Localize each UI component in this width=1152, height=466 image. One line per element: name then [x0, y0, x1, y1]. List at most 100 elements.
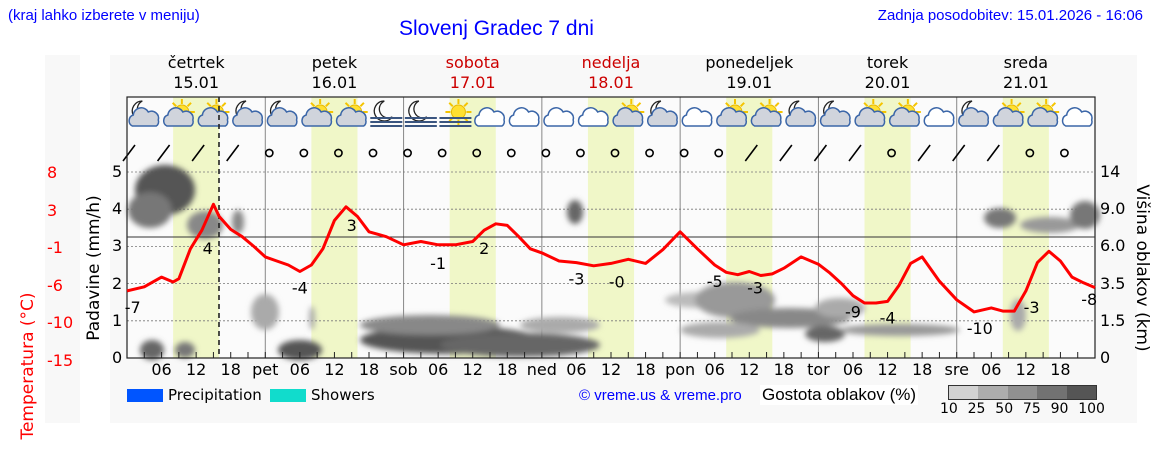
- temperature-label: -3: [747, 278, 763, 297]
- tick-label: 3: [47, 200, 58, 220]
- sun-cloud-icon: [1027, 99, 1060, 127]
- day-date: 18.01: [588, 73, 634, 92]
- x-tick-label: 18: [773, 360, 795, 379]
- day-date: 21.01: [1002, 73, 1049, 92]
- tick-label: -15: [47, 350, 74, 370]
- day-date: 19.01: [726, 73, 773, 92]
- day-date: 15.01: [173, 73, 220, 92]
- x-tick-label: 18: [497, 360, 518, 379]
- x-tick-label: 12: [1015, 360, 1037, 379]
- temperature-label: -4: [880, 308, 896, 327]
- moon-cloud-icon: [646, 100, 678, 127]
- cloud-icon: [508, 107, 540, 127]
- region-menu-hint[interactable]: (kraj lahko izberete v meniju): [8, 7, 200, 24]
- x-tick-label: 18: [220, 360, 241, 379]
- x-tick-label: 12: [877, 360, 898, 379]
- day-header: četrtek 15.01: [136, 53, 256, 93]
- x-tick-label: 12: [185, 360, 207, 379]
- sun-cloud-icon: [301, 99, 334, 127]
- sun-cloud-icon: [162, 99, 195, 127]
- x-tick-label: 18: [1050, 360, 1071, 379]
- cloud-icon: [923, 107, 955, 127]
- cloud-density-scale: [948, 385, 1097, 400]
- x-tick-label: 06: [289, 360, 311, 379]
- tick-label: 0: [112, 348, 123, 367]
- temperature-labels: -7 4 -4 3 -1 2 -3 -0 -5 -3 -9 -4 -10 -3 -8: [125, 216, 1097, 338]
- moon-cloud-icon: [958, 100, 990, 127]
- sun-cloud-icon: [992, 99, 1025, 127]
- temperature-label: -7: [125, 298, 141, 317]
- temperature-label: -5: [707, 272, 723, 291]
- fog-moon-icon: [370, 100, 403, 127]
- tick-label: 3.5: [1100, 273, 1126, 293]
- cloud-density-layer: [128, 165, 1100, 360]
- temperature-label: -3: [1024, 298, 1040, 317]
- x-tick-label: 18: [635, 360, 656, 379]
- density-tick: 90: [1050, 401, 1069, 417]
- day-header: petek 16.01: [274, 53, 394, 93]
- sun-cloud-icon: [854, 99, 887, 127]
- day-header: sreda 21.01: [966, 53, 1086, 93]
- tick-label: 1.5: [1100, 310, 1126, 330]
- moon-cloud-icon: [232, 100, 264, 127]
- density-tick: 50: [995, 401, 1014, 417]
- wind-barbs-row: [122, 144, 1069, 162]
- density-tick: 25: [967, 401, 986, 417]
- temperature-label: -9: [845, 303, 861, 322]
- x-tick-label: 12: [600, 360, 622, 379]
- day-header: ponedeljek 19.01: [689, 53, 809, 93]
- temperature-line: [126, 202, 1096, 314]
- tick-label: 3: [112, 236, 123, 256]
- moon-cloud-icon: [785, 100, 817, 127]
- tick-label: 5: [112, 162, 123, 181]
- cloud-density-ticks: 10 25 50 75 90 100: [940, 401, 1105, 417]
- tick-label: 6.0: [1100, 236, 1126, 256]
- tick-label: 2: [112, 273, 123, 293]
- moon-cloud-icon: [819, 100, 851, 127]
- temperature-label: -0: [609, 272, 625, 291]
- credit-link[interactable]: © vreme.us & vreme.pro: [579, 387, 742, 404]
- precipitation-legend-label: Precipitation: [168, 386, 262, 404]
- last-update: Zadnja posodobitev: 15.01.2026 - 16:06: [877, 7, 1143, 24]
- density-swatch: [978, 386, 1008, 399]
- fog-moon-icon: [404, 100, 437, 127]
- tick-label: 1: [112, 310, 123, 330]
- x-tick-label: 12: [462, 360, 483, 379]
- tick-label: -1: [47, 238, 63, 257]
- x-tick-label: 18: [358, 360, 380, 379]
- day-name: nedelja: [581, 53, 641, 72]
- x-tick-label: 06: [981, 360, 1002, 379]
- sun-cloud-icon: [888, 99, 921, 127]
- x-tick-label: ned: [526, 360, 557, 379]
- day-name: sobota: [445, 53, 500, 72]
- cloud-icon: [577, 107, 609, 127]
- cloud-icon: [543, 107, 575, 127]
- x-tick-label: 06: [427, 360, 449, 379]
- density-swatch: [1037, 386, 1067, 399]
- density-swatch: [1066, 386, 1097, 399]
- showers-swatch: [270, 389, 306, 402]
- x-tick-label: 06: [566, 360, 587, 379]
- x-tick-marks: [143, 352, 1079, 358]
- forecast-chart: -7 4 -4 3 -1 2 -3 -0 -5 -3 -9 -4 -10 -3 -8: [122, 96, 1100, 360]
- density-tick: 100: [1078, 401, 1105, 417]
- day-name: ponedeljek: [705, 53, 794, 72]
- x-tick-label: 06: [842, 360, 864, 379]
- day-header: nedelja 18.01: [551, 53, 671, 93]
- x-tick-label: pet: [252, 360, 279, 379]
- tick-label: 14: [1100, 162, 1121, 181]
- moon-cloud-icon: [266, 100, 298, 127]
- tick-label: 8: [47, 163, 58, 182]
- cloud-density-legend-label: Gostota oblakov (%): [760, 385, 919, 405]
- x-tick-label: 06: [704, 360, 725, 379]
- showers-legend-label: Showers: [311, 386, 375, 404]
- tick-label: 0: [1100, 348, 1111, 367]
- day-header: sobota 17.01: [413, 53, 533, 93]
- moon-cloud-icon: [128, 100, 160, 127]
- x-tick-label: 12: [739, 360, 760, 379]
- density-tick: 75: [1022, 401, 1041, 417]
- sun-cloud-icon: [197, 99, 230, 127]
- precipitation-swatch: [127, 389, 163, 402]
- temperature-label: 2: [479, 239, 489, 258]
- temperature-label: -10: [967, 319, 993, 338]
